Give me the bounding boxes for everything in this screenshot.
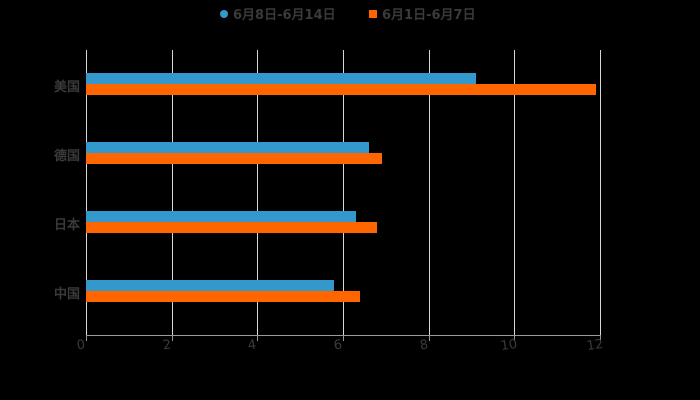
x-tick [257,335,258,341]
x-tick [514,335,515,341]
bar[interactable] [86,222,377,233]
gridline [514,50,515,335]
bar[interactable] [86,291,360,302]
category-label: 日本 [53,218,80,233]
category-label: 德国 [53,149,80,164]
gridline [257,50,258,335]
gridline [86,50,87,335]
x-tick [343,335,344,341]
bar[interactable] [86,142,369,153]
x-tick-label: 6 [332,337,344,354]
x-tick [600,335,601,341]
gridline [172,50,173,335]
bar[interactable] [86,280,334,291]
x-tick [429,335,430,341]
x-tick-label: 12 [585,336,605,355]
bar[interactable] [86,73,476,84]
x-axis-line [86,335,601,336]
x-tick-label: 8 [418,337,430,354]
category-label: 中国 [53,287,80,302]
chart-legend: 6月8日-6月14日 6月1日-6月7日 [0,4,700,23]
bar[interactable] [86,211,356,222]
x-tick [172,335,173,341]
gridline [343,50,344,335]
category-label: 美国 [53,80,80,95]
gridline [600,50,601,335]
legend-item-week2[interactable]: 6月8日-6月14日 [220,4,336,23]
x-tick-label: 0 [75,337,87,354]
legend-label: 6月8日-6月14日 [233,8,336,23]
x-tick-label: 2 [161,337,173,354]
x-tick [86,335,87,341]
bar[interactable] [86,84,596,95]
legend-square-icon [369,9,377,18]
legend-item-week1[interactable]: 6月1日-6月7日 [369,4,476,23]
gridline [429,50,430,335]
bar[interactable] [86,153,382,164]
x-tick-label: 4 [246,337,258,354]
legend-label: 6月1日-6月7日 [382,8,476,23]
x-tick-label: 10 [499,336,519,355]
legend-circle-icon [220,9,228,18]
